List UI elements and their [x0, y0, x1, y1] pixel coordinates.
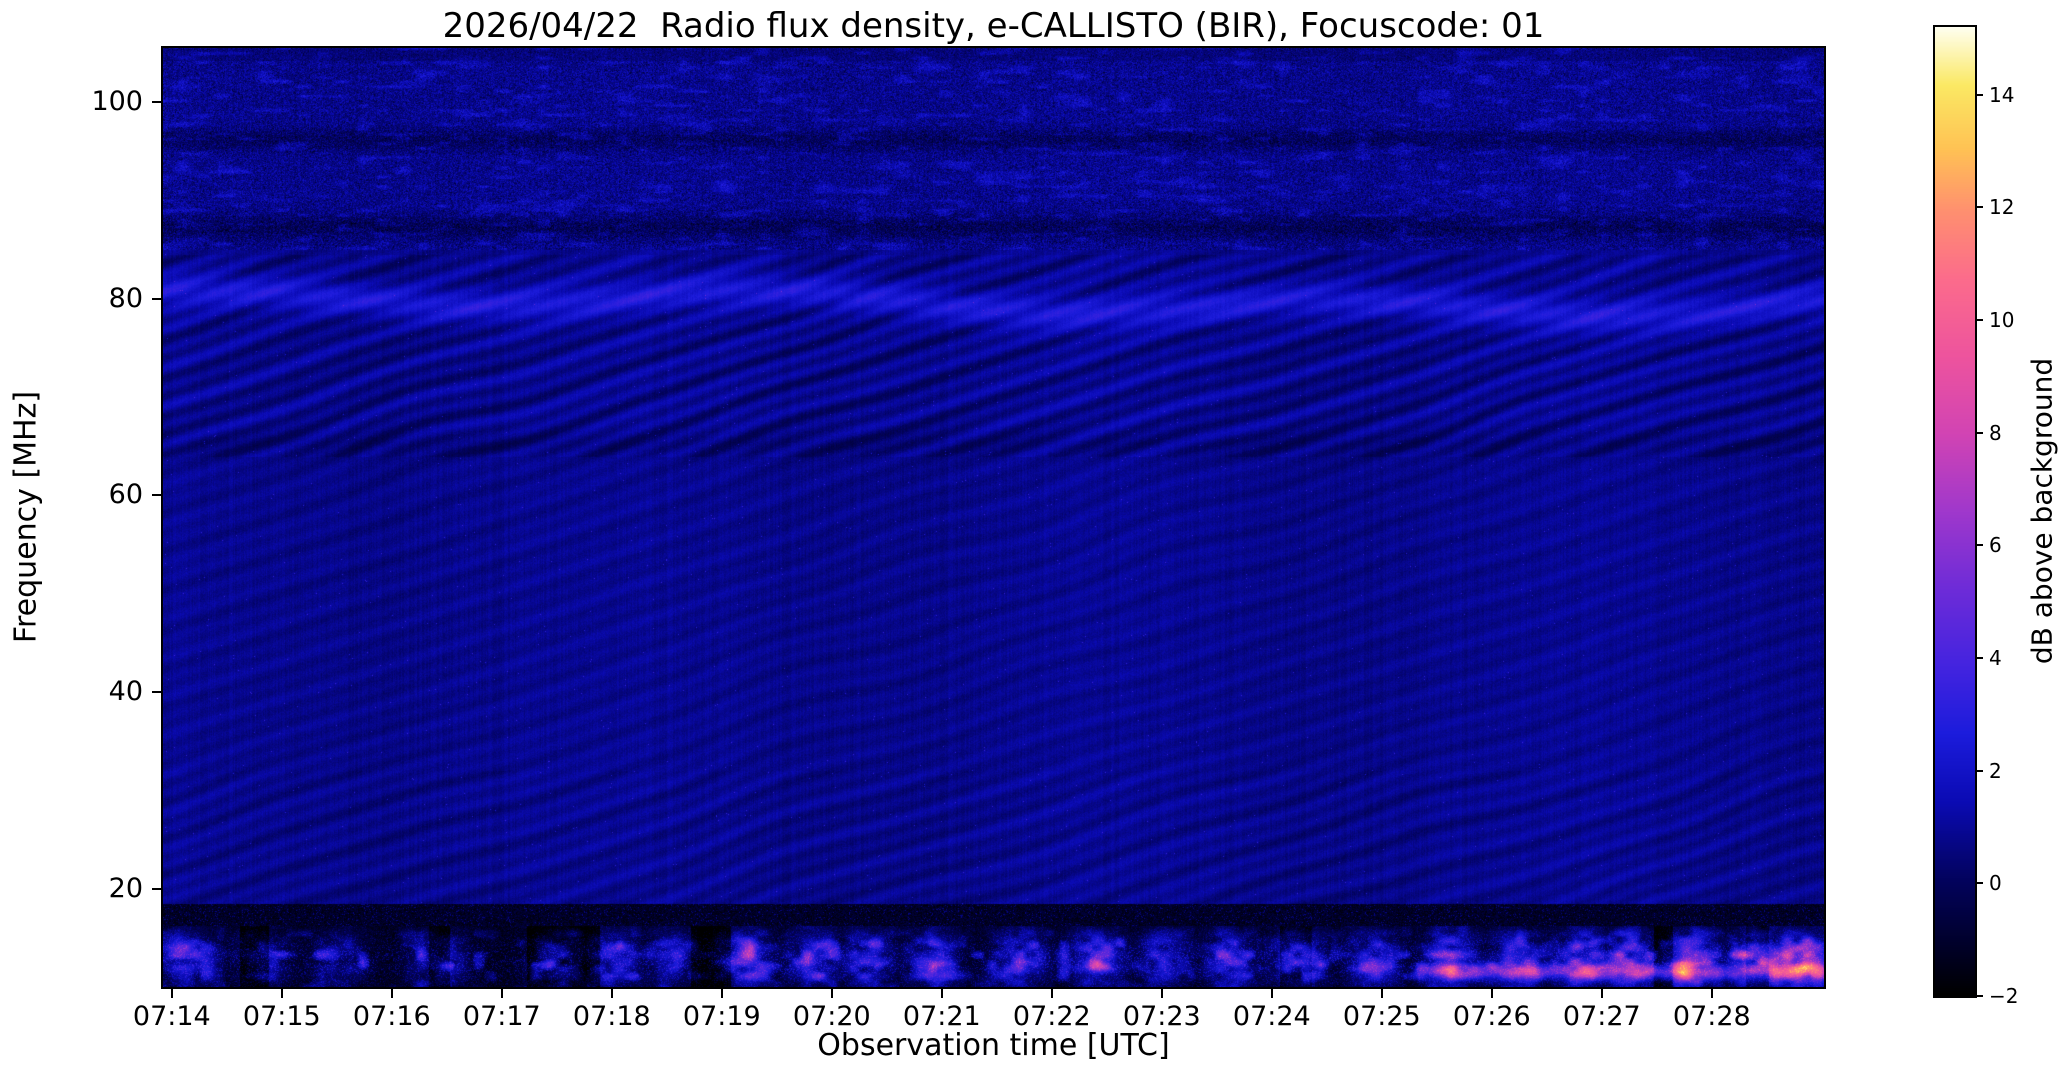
x-tick-label: 07:22 — [1012, 1001, 1091, 1032]
x-tick-mark — [500, 987, 503, 998]
colorbar-tick-label: 8 — [1989, 420, 2002, 445]
y-tick-mark — [152, 691, 163, 694]
x-tick-mark — [940, 987, 943, 998]
x-tick-mark — [720, 987, 723, 998]
y-tick-label: 60 — [108, 479, 143, 511]
colorbar-tick-mark — [1975, 769, 1983, 772]
x-tick-label: 07:24 — [1232, 1001, 1311, 1032]
colorbar-tick-label: 4 — [1989, 645, 2002, 670]
colorbar-tick-label: 2 — [1989, 758, 2002, 783]
y-tick-label: 80 — [108, 282, 143, 314]
y-tick-label: 20 — [108, 872, 143, 904]
x-tick-label: 07:25 — [1342, 1001, 1421, 1032]
x-tick-mark — [170, 987, 173, 998]
y-tick-mark — [152, 297, 163, 300]
x-tick-mark — [1050, 987, 1053, 998]
x-tick-mark — [280, 987, 283, 998]
colorbar-tick-label: 12 — [1989, 195, 2015, 220]
colorbar-tick-label: −2 — [1989, 984, 2019, 1008]
x-tick-mark — [1600, 987, 1603, 998]
colorbar-tick-label: 6 — [1989, 533, 2002, 558]
colorbar-tick-mark — [1975, 995, 1983, 997]
x-tick-mark — [1710, 987, 1713, 998]
colorbar-tick-mark — [1975, 882, 1983, 885]
colorbar-tick-mark — [1975, 544, 1983, 547]
x-tick-label: 07:17 — [462, 1001, 541, 1032]
x-tick-label: 07:27 — [1562, 1001, 1641, 1032]
colorbar-tick-label: 10 — [1989, 307, 2015, 332]
x-tick-mark — [390, 987, 393, 998]
x-tick-label: 07:26 — [1452, 1001, 1531, 1032]
y-tick-label: 100 — [91, 86, 143, 118]
x-tick-label: 07:15 — [242, 1001, 321, 1032]
x-tick-label: 07:14 — [132, 1001, 211, 1032]
colorbar-gradient — [1935, 27, 1975, 996]
x-tick-mark — [830, 987, 833, 998]
colorbar-tick-mark — [1975, 656, 1983, 659]
colorbar-tick-mark — [1975, 431, 1983, 434]
x-tick-label: 07:20 — [792, 1001, 871, 1032]
x-tick-label: 07:23 — [1122, 1001, 1201, 1032]
x-tick-mark — [1270, 987, 1273, 998]
y-tick-label: 40 — [108, 676, 143, 708]
x-tick-label: 07:28 — [1672, 1001, 1751, 1032]
colorbar-label: dB above background — [2025, 357, 2059, 665]
colorbar-tick-mark — [1975, 93, 1983, 96]
x-tick-mark — [1380, 987, 1383, 998]
x-tick-mark — [610, 987, 613, 998]
y-axis-label: Frequency [MHz] — [8, 390, 44, 644]
y-tick-mark — [152, 101, 163, 104]
x-tick-label: 07:18 — [572, 1001, 651, 1032]
colorbar-tick-mark — [1975, 206, 1983, 209]
colorbar-tick-label: 0 — [1989, 871, 2002, 896]
x-tick-mark — [1490, 987, 1493, 998]
y-tick-mark — [152, 887, 163, 890]
spectrogram-heatmap — [163, 48, 1824, 987]
x-tick-mark — [1160, 987, 1163, 998]
colorbar-tick-label: 14 — [1989, 82, 2015, 107]
x-tick-label: 07:21 — [902, 1001, 981, 1032]
y-tick-mark — [152, 494, 163, 497]
x-axis-label: Observation time [UTC] — [817, 1028, 1170, 1063]
x-tick-label: 07:19 — [682, 1001, 761, 1032]
x-tick-label: 07:16 — [352, 1001, 431, 1032]
chart-title: 2026/04/22 Radio flux density, e-CALLIST… — [442, 6, 1545, 46]
colorbar-tick-mark — [1975, 318, 1983, 321]
